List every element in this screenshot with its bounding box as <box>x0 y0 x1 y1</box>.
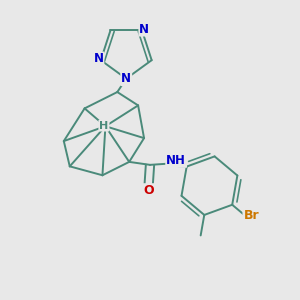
Text: O: O <box>143 184 154 197</box>
Text: N: N <box>121 72 131 85</box>
Text: H: H <box>99 121 109 130</box>
Text: N: N <box>93 52 103 65</box>
Text: N: N <box>139 22 149 36</box>
Text: Br: Br <box>244 209 259 222</box>
Text: NH: NH <box>166 154 186 167</box>
